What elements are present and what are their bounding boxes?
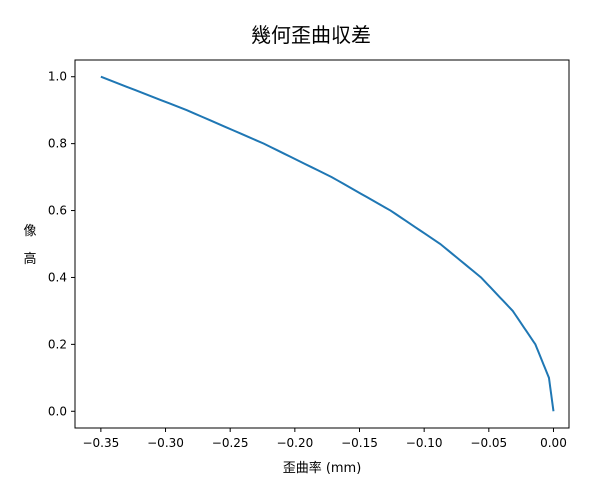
x-axis: −0.35 −0.30 −0.25 −0.20 −0.15 −0.10 −0.05 0.00 [82, 428, 567, 450]
y-tick-label: 1.0 [48, 70, 67, 84]
series-line [100, 75, 555, 412]
x-tick-label: 0.00 [540, 436, 567, 450]
x-tick-label: −0.35 [82, 436, 119, 450]
y-tick-label: 0.4 [48, 270, 67, 284]
chart-title: 幾何歪曲収差 [251, 23, 371, 47]
plot-area [74, 59, 570, 429]
x-tick-label: −0.20 [276, 436, 313, 450]
x-tick-label: −0.05 [470, 436, 507, 450]
y-tick-label: 0.0 [48, 404, 67, 418]
y-tick-label: 0.2 [48, 337, 67, 351]
x-tick-label: −0.10 [406, 436, 443, 450]
y-axis-label: 像高 [23, 224, 36, 267]
y-tick-label: 0.6 [48, 204, 67, 218]
y-axis: 0.0 0.2 0.4 0.6 0.8 1.0 [48, 70, 75, 418]
x-axis-label: 歪曲率 (mm) [283, 460, 362, 476]
y-tick-label: 0.8 [48, 137, 67, 151]
x-tick-label: −0.25 [212, 436, 249, 450]
series-layer [100, 75, 555, 412]
x-tick-label: −0.15 [341, 436, 378, 450]
x-tick-label: −0.30 [147, 436, 184, 450]
